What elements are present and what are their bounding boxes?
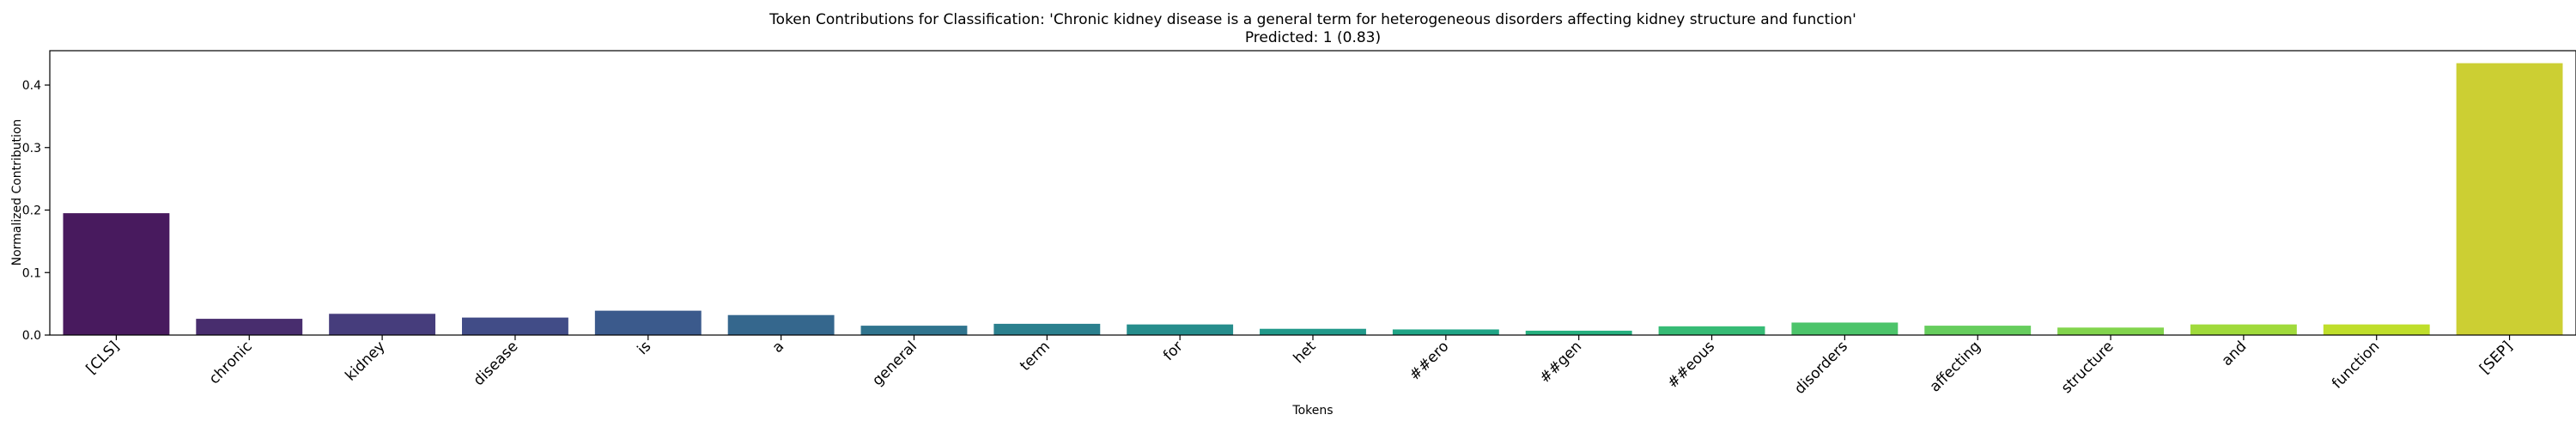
bar-9: [1260, 328, 1366, 335]
x-tick-label: [CLS]: [83, 338, 123, 377]
y-tick-label: 0.2: [22, 204, 41, 218]
x-axis-label: Tokens: [1291, 404, 1333, 418]
y-axis-ticks: 0.0 0.1 0.2 0.3 0.4: [22, 79, 50, 343]
bar-5: [727, 314, 835, 335]
y-tick-label: 0.3: [22, 142, 41, 156]
x-tick-label: disease: [471, 338, 522, 389]
bar-6: [860, 326, 968, 335]
bar-15: [2057, 327, 2164, 335]
x-tick-label: disorders: [1791, 338, 1851, 398]
x-tick-label: chronic: [206, 338, 256, 387]
y-tick-label: 0.4: [22, 79, 41, 93]
x-tick-label: is: [635, 338, 655, 358]
x-tick-label: term: [1017, 338, 1054, 375]
x-tick-label: general: [869, 338, 920, 389]
bars-group: [63, 63, 2563, 336]
chart-title: Token Contributions for Classification: …: [769, 11, 1856, 28]
x-tick-label: ##ero: [1406, 338, 1453, 384]
bar-16: [2190, 324, 2297, 335]
bar-4: [594, 310, 702, 335]
x-axis-ticks: [CLS] chronic kidney disease is a general term f…: [83, 335, 2516, 398]
bar-3: [462, 317, 568, 335]
plot-frame: [49, 50, 2576, 336]
bar-1: [196, 319, 303, 335]
x-tick-label: and: [2219, 338, 2251, 369]
bar-18: [2456, 63, 2563, 336]
chart-subtitle: Predicted: 1 (0.83): [1245, 29, 1381, 46]
bar-17: [2323, 324, 2430, 335]
bar-8: [1127, 324, 1234, 335]
x-tick-label: structure: [2058, 338, 2117, 397]
bar-13: [1791, 322, 1899, 335]
x-tick-label: [SEP]: [2476, 338, 2516, 377]
bar-2: [329, 314, 436, 335]
x-tick-label: ##gen: [1536, 338, 1585, 387]
x-tick-label: a: [769, 338, 788, 357]
bar-12: [1658, 326, 1765, 335]
x-tick-label: for: [1160, 338, 1187, 364]
x-tick-label: het: [1291, 338, 1320, 367]
y-axis-label: Normalized Contribution: [10, 119, 24, 266]
bar-11: [1525, 330, 1632, 335]
bar-7: [993, 323, 1101, 335]
x-tick-label: kidney: [342, 338, 388, 384]
bar-0: [63, 213, 170, 335]
bar-10: [1392, 329, 1499, 335]
x-tick-label: ##eous: [1664, 338, 1718, 392]
y-tick-label: 0.1: [22, 266, 41, 280]
x-tick-label: function: [2329, 338, 2383, 392]
bar-14: [1924, 326, 2032, 335]
x-tick-label: affecting: [1927, 338, 1984, 395]
y-tick-label: 0.0: [22, 329, 41, 343]
